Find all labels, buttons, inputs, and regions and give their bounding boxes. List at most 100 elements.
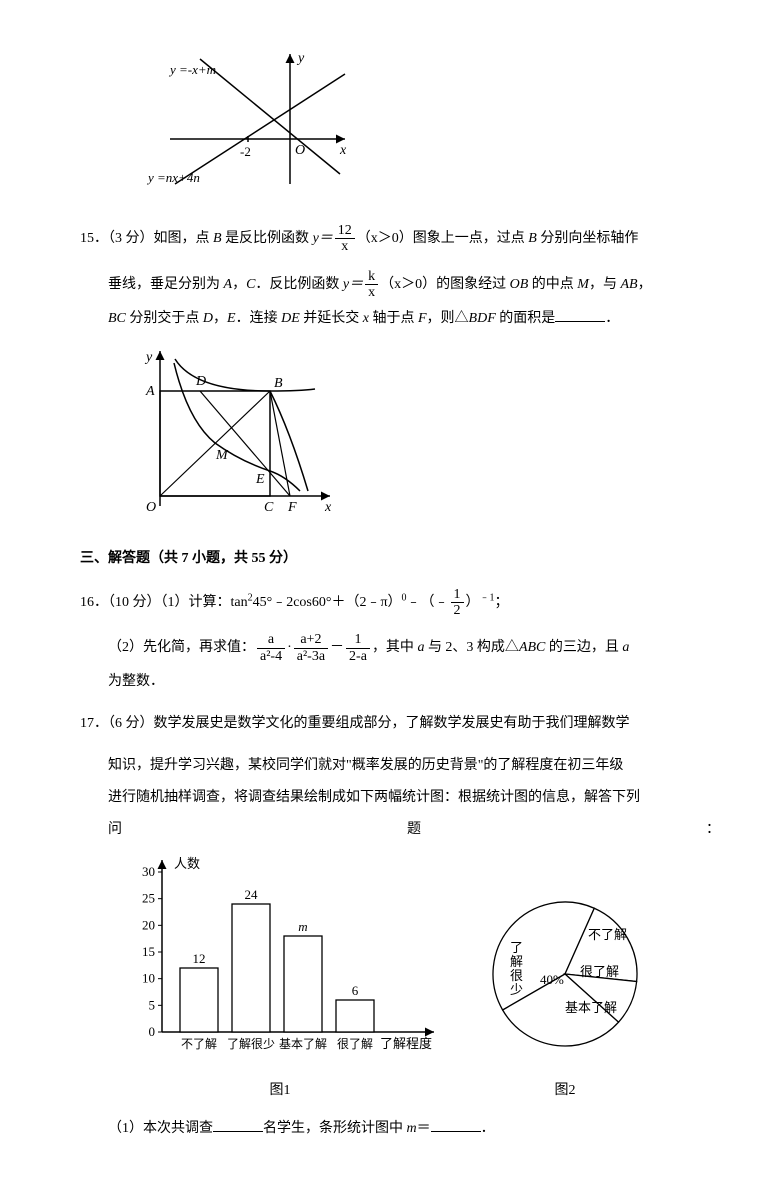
q17-m: m bbox=[407, 1121, 417, 1136]
svg-text:12: 12 bbox=[193, 951, 206, 966]
c3: ， bbox=[213, 311, 227, 326]
q15-prefix: 15．（3 分）如图，点 bbox=[80, 231, 213, 246]
q17-blank1[interactable] bbox=[213, 1117, 263, 1132]
q15-M: M bbox=[577, 277, 589, 292]
tick-neg2: -2 bbox=[240, 144, 251, 159]
q15-E: E bbox=[227, 311, 236, 326]
svg-text:基本了解: 基本了解 bbox=[565, 1000, 617, 1015]
q15-t6: 的中点 bbox=[528, 277, 577, 292]
q15-t8: 分别交于点 bbox=[126, 311, 203, 326]
c1: ， bbox=[232, 277, 246, 292]
q16-t4: ； bbox=[495, 595, 509, 610]
minus: － bbox=[330, 640, 344, 655]
q15-l2a: 垂线，垂足分别为 bbox=[108, 277, 224, 292]
svg-text:20: 20 bbox=[142, 917, 155, 932]
lbly: y bbox=[144, 350, 153, 365]
q17-sub1: （1）本次共调查名学生，条形统计图中 m＝． bbox=[108, 1115, 720, 1143]
q15: 15．（3 分）如图，点 B 是反比例函数 y＝12x（x＞0）图象上一点，过点… bbox=[80, 223, 720, 333]
frac1-den: x bbox=[335, 239, 355, 254]
q17-s1a: （1）本次共调查 bbox=[108, 1121, 213, 1136]
q15-B: B bbox=[213, 231, 222, 246]
q15-blank[interactable] bbox=[555, 307, 605, 322]
svg-text:人数: 人数 bbox=[174, 856, 200, 871]
q15-t3: 分别向坐标轴作 bbox=[537, 231, 639, 246]
pie-chart-wrap: 了解很少40%不了解很了解基本了解 图2 bbox=[470, 884, 660, 1105]
q17-s1b: 名学生，条形统计图中 bbox=[263, 1121, 407, 1136]
q14-figure: -2 O x y y =-x+m y =nx+4n bbox=[140, 44, 720, 205]
pie-caption: 图2 bbox=[470, 1077, 660, 1105]
line1-label: y =-x+m bbox=[168, 62, 216, 77]
svg-text:不了解: 不了解 bbox=[588, 927, 627, 942]
svg-text:0: 0 bbox=[149, 1024, 156, 1039]
svg-text:15: 15 bbox=[142, 944, 155, 959]
lblx: x bbox=[324, 500, 332, 515]
q16-prefix: 16．（10 分）（1）计算：tan bbox=[80, 595, 248, 610]
q17: 17．（6 分）数学发展史是数学文化的重要组成部分，了解数学发展史有助于我们理解… bbox=[80, 710, 720, 844]
f3n: 1 bbox=[346, 632, 370, 648]
q16-p2c: 与 2、3 构成△ bbox=[424, 640, 519, 655]
svg-text:6: 6 bbox=[352, 983, 359, 998]
lblE: E bbox=[255, 472, 265, 487]
q15-yeq: y＝ bbox=[313, 231, 333, 246]
f3: 12-a bbox=[346, 632, 370, 664]
line2-label: y =nx+4n bbox=[146, 170, 200, 185]
f3d: 2-a bbox=[346, 649, 370, 664]
q15-F: F bbox=[418, 311, 427, 326]
q16-p2b: ，其中 bbox=[372, 640, 418, 655]
q17-l4b: 题 bbox=[407, 816, 421, 844]
lblO: O bbox=[146, 500, 156, 515]
svg-text:5: 5 bbox=[149, 997, 156, 1012]
q16-ABC: ABC bbox=[519, 640, 545, 655]
fd: 2 bbox=[451, 603, 464, 618]
q15-B2: B bbox=[528, 231, 537, 246]
f1: aa²-4 bbox=[257, 632, 285, 664]
f1n: a bbox=[257, 632, 285, 648]
q15-yeq2: y＝ bbox=[343, 277, 363, 292]
q17-l4a: 问 bbox=[108, 816, 122, 844]
fn: 1 bbox=[451, 587, 464, 603]
svg-text:很了解: 很了解 bbox=[337, 1037, 373, 1051]
q16-p3: 为整数． bbox=[108, 674, 164, 689]
f2n: k bbox=[365, 269, 378, 285]
q15-BC: BC bbox=[108, 311, 126, 326]
q15-frac2: kx bbox=[365, 269, 378, 301]
q16-frac: 12 bbox=[451, 587, 464, 619]
q15-t9: ．连接 bbox=[236, 311, 282, 326]
q17-l1: 17．（6 分）数学发展史是数学文化的重要组成部分，了解数学发展史有助于我们理解… bbox=[80, 710, 720, 738]
q15-t1: 是反比例函数 bbox=[222, 231, 313, 246]
q15-frac1: 12x bbox=[335, 223, 355, 255]
charts-row: 051015202530人数12不了解24了解很少m基本了解6很了解了解程度 图… bbox=[120, 854, 720, 1105]
q15-D: D bbox=[203, 311, 213, 326]
q15-t4: ．反比例函数 bbox=[255, 277, 343, 292]
c2: ， bbox=[638, 277, 652, 292]
q15-BDF: BDF bbox=[469, 311, 496, 326]
q17-blank2[interactable] bbox=[431, 1117, 481, 1132]
q15-svg: O y x A B C D E F M bbox=[140, 341, 340, 516]
q14-svg: -2 O x y y =-x+m y =nx+4n bbox=[140, 44, 360, 194]
q17-s1c: ＝ bbox=[417, 1121, 431, 1136]
lblC: C bbox=[264, 500, 274, 515]
svg-text:了解程度: 了解程度 bbox=[380, 1036, 432, 1051]
q17-l2: 知识，提升学习兴趣，某校同学们就对"概率发展的历史背景"的了解程度在初三年级 bbox=[108, 752, 720, 780]
q17-l3: 进行随机抽样调查，将调查结果绘制成如下两幅统计图：根据统计图的信息，解答下列 bbox=[108, 784, 720, 812]
svg-text:了解很少: 了解很少 bbox=[227, 1037, 275, 1051]
svg-text:10: 10 bbox=[142, 971, 155, 986]
q15-figure: O y x A B C D E F M bbox=[140, 341, 720, 527]
f2n: a+2 bbox=[294, 632, 328, 648]
lblM: M bbox=[215, 448, 229, 463]
f2: a+2a²-3a bbox=[294, 632, 328, 664]
x-axis-label: x bbox=[339, 143, 347, 158]
lblB: B bbox=[274, 376, 283, 391]
q15-t10: 并延长交 bbox=[300, 311, 363, 326]
lblD: D bbox=[195, 374, 206, 389]
dot: · bbox=[287, 640, 292, 655]
lblF: F bbox=[287, 500, 297, 515]
q15-t2: （x＞0）图象上一点，过点 bbox=[357, 231, 529, 246]
q15-t7: ，与 bbox=[589, 277, 621, 292]
bar-chart-wrap: 051015202530人数12不了解24了解很少m基本了解6很了解了解程度 图… bbox=[120, 854, 440, 1105]
svg-text:25: 25 bbox=[142, 891, 155, 906]
svg-text:不了解: 不了解 bbox=[181, 1037, 217, 1051]
q15-C: C bbox=[246, 277, 255, 292]
q16-t3: ） bbox=[466, 595, 480, 610]
q16-e1: ﹣1 bbox=[480, 592, 495, 603]
